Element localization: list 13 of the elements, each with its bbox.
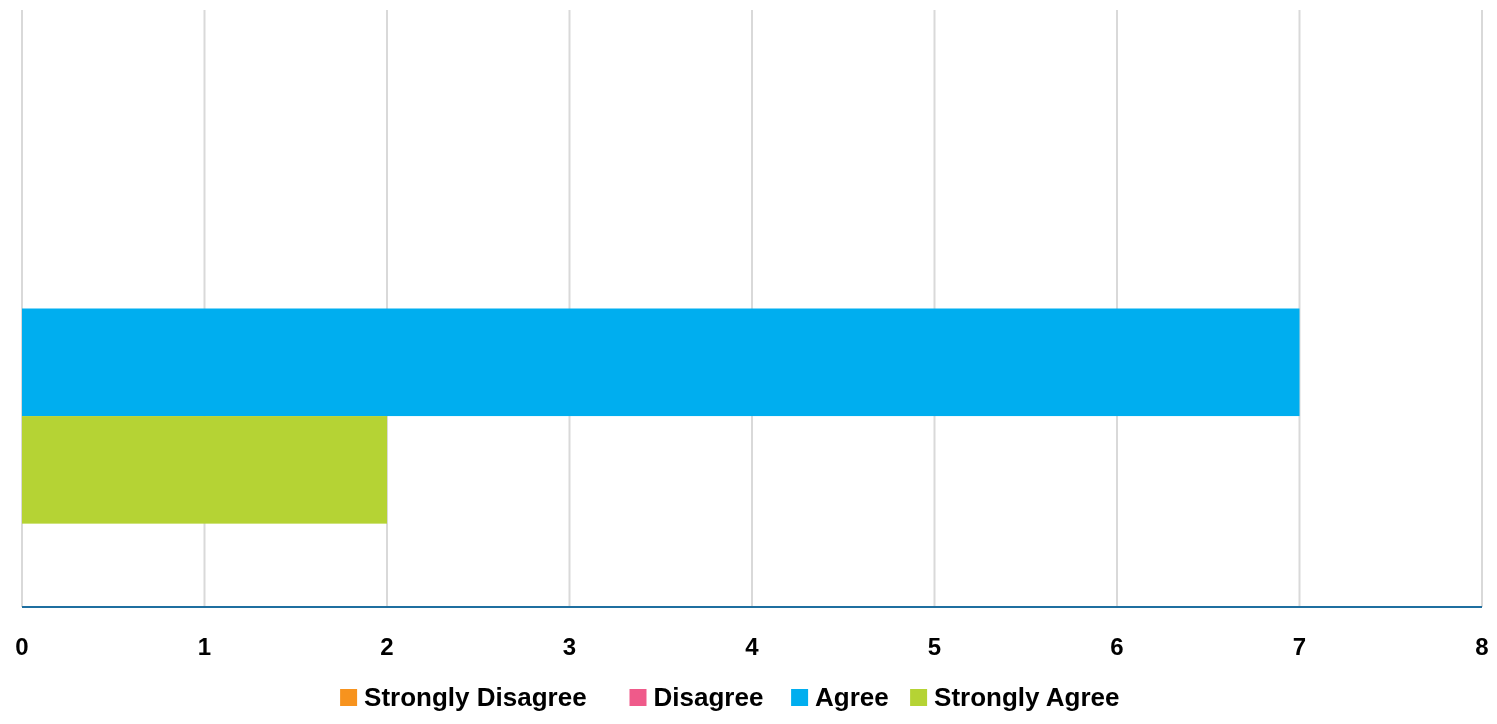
x-tick-label: 6 [1110,633,1124,660]
x-tick-label: 0 [15,633,29,660]
legend-label: Agree [815,682,889,712]
x-tick-label: 4 [745,633,760,660]
legend-label: Strongly Agree [934,682,1120,712]
x-tick-label: 2 [380,633,394,660]
x-tick-label: 5 [927,633,942,660]
legend-label: Disagree [653,682,764,712]
x-tick-label: 1 [197,633,212,660]
x-tick-label: 3 [562,633,577,660]
x-tick-label: 8 [1475,633,1489,660]
x-tick-label: 7 [1292,633,1307,660]
legend-label: Strongly Disagree [364,682,587,712]
